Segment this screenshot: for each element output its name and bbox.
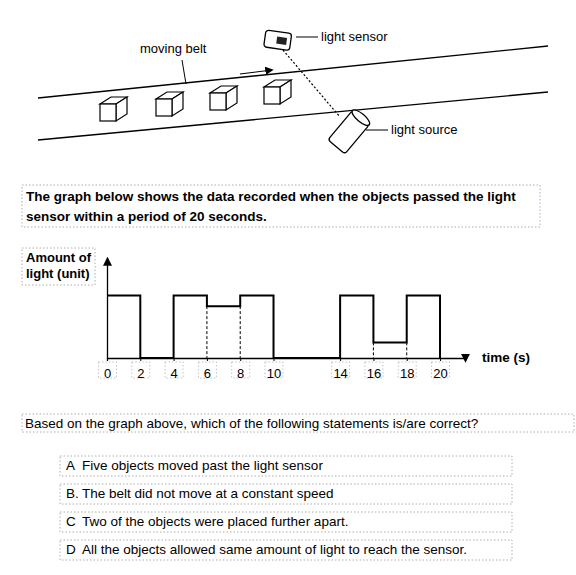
x-axis-title: time (s) xyxy=(482,350,530,365)
intro-text: The graph below shows the data recorded … xyxy=(26,189,516,224)
box-side xyxy=(172,92,183,116)
object-box xyxy=(210,86,237,110)
option-text: Five objects moved past the light sensor xyxy=(82,458,323,473)
x-tick-label: 4 xyxy=(170,366,177,381)
guide-line xyxy=(373,342,374,358)
y-axis xyxy=(107,259,108,359)
frame xyxy=(60,456,512,476)
x-tick: 0 xyxy=(99,358,117,381)
chart: 0 2 4 6 8 10 14 16 18 20 Amount oflight (unit) time… xyxy=(26,250,530,381)
x-tick-mark xyxy=(207,358,208,361)
leader xyxy=(366,130,388,131)
plot-area xyxy=(107,296,440,359)
frame xyxy=(22,185,540,227)
frame xyxy=(22,414,574,432)
box-front xyxy=(264,87,280,104)
leader xyxy=(182,60,186,84)
page: moving belt light sensor light source The g… xyxy=(0,0,576,575)
diagram: moving belt light sensor light source xyxy=(38,29,548,154)
belt-edge xyxy=(38,46,548,98)
frame xyxy=(60,484,512,504)
frame xyxy=(60,540,512,560)
x-tick: 4 xyxy=(165,358,183,381)
option: D All the objects allowed same amount of … xyxy=(66,542,467,557)
x-tick: 18 xyxy=(398,358,416,381)
belt-arrow xyxy=(240,70,272,74)
x-tick: 10 xyxy=(265,358,283,381)
object-box xyxy=(156,92,183,116)
option-text: All the objects allowed same amount of l… xyxy=(82,542,467,557)
x-tick-mark xyxy=(373,358,374,361)
box-front xyxy=(100,104,116,121)
light-sensor xyxy=(264,30,292,50)
box-front xyxy=(210,93,226,110)
x-tick-label: 8 xyxy=(237,366,244,381)
x-tick-label: 0 xyxy=(104,366,111,381)
box-side xyxy=(116,97,127,121)
option-label: B. xyxy=(66,486,79,501)
x-tick-label: 18 xyxy=(400,366,414,381)
option: B.The belt did not move at a constant sp… xyxy=(66,486,333,501)
frame xyxy=(60,512,512,532)
x-tick-mark xyxy=(407,358,408,361)
x-axis: 0 2 4 6 8 10 14 16 18 20 xyxy=(99,358,466,381)
belt-edge xyxy=(38,92,548,140)
guide-line xyxy=(206,306,207,358)
x-axis-line xyxy=(108,359,466,362)
y-axis-title: Amount oflight (unit) xyxy=(26,250,92,281)
x-tick-mark xyxy=(140,358,141,361)
light-source xyxy=(328,108,372,154)
x-tick-mark xyxy=(274,358,275,361)
sensor-window xyxy=(276,37,287,45)
frame xyxy=(22,248,95,285)
x-tick-mark xyxy=(440,358,441,361)
option-text: Two of the objects were placed further a… xyxy=(82,514,348,529)
label: light sensor xyxy=(321,29,388,44)
x-tick-label: 6 xyxy=(204,366,211,381)
guide-line xyxy=(406,342,407,358)
leader xyxy=(296,37,318,38)
x-tick-mark xyxy=(340,358,341,361)
question-text: Based on the graph above, which of the f… xyxy=(25,416,478,431)
box-side xyxy=(280,80,291,104)
x-tick: 16 xyxy=(365,358,383,381)
y-axis-line xyxy=(107,259,108,359)
x-tick: 2 xyxy=(132,358,150,381)
x-tick-label: 10 xyxy=(267,366,281,381)
guide-line xyxy=(240,306,241,358)
x-tick: 8 xyxy=(232,358,250,381)
option: C Two of the objects were placed further … xyxy=(66,514,348,529)
x-tick-mark xyxy=(174,358,175,361)
sensor-body xyxy=(264,30,292,50)
x-tick-label: 14 xyxy=(333,366,347,381)
x-tick-label: 16 xyxy=(367,366,381,381)
box-side xyxy=(226,86,237,110)
object-box xyxy=(100,97,127,121)
light-beam xyxy=(283,50,340,117)
x-tick: 20 xyxy=(432,358,450,381)
option: A Five objects moved past the light senso… xyxy=(66,458,323,473)
option-label: D xyxy=(66,542,76,557)
x-tick: 14 xyxy=(332,358,350,381)
source-lens xyxy=(350,108,372,128)
x-tick: 6 xyxy=(198,358,216,381)
option-label: C xyxy=(66,514,76,529)
light-trace xyxy=(107,296,440,359)
label: light source xyxy=(391,122,457,137)
option-text: The belt did not move at a constant spee… xyxy=(82,486,333,501)
option-label: A xyxy=(66,458,75,473)
object-box xyxy=(264,80,291,104)
x-tick-label: 20 xyxy=(433,366,447,381)
box-front xyxy=(156,99,172,116)
label: moving belt xyxy=(140,41,207,56)
x-tick-label: 2 xyxy=(137,366,144,381)
x-tick-mark xyxy=(240,358,241,361)
